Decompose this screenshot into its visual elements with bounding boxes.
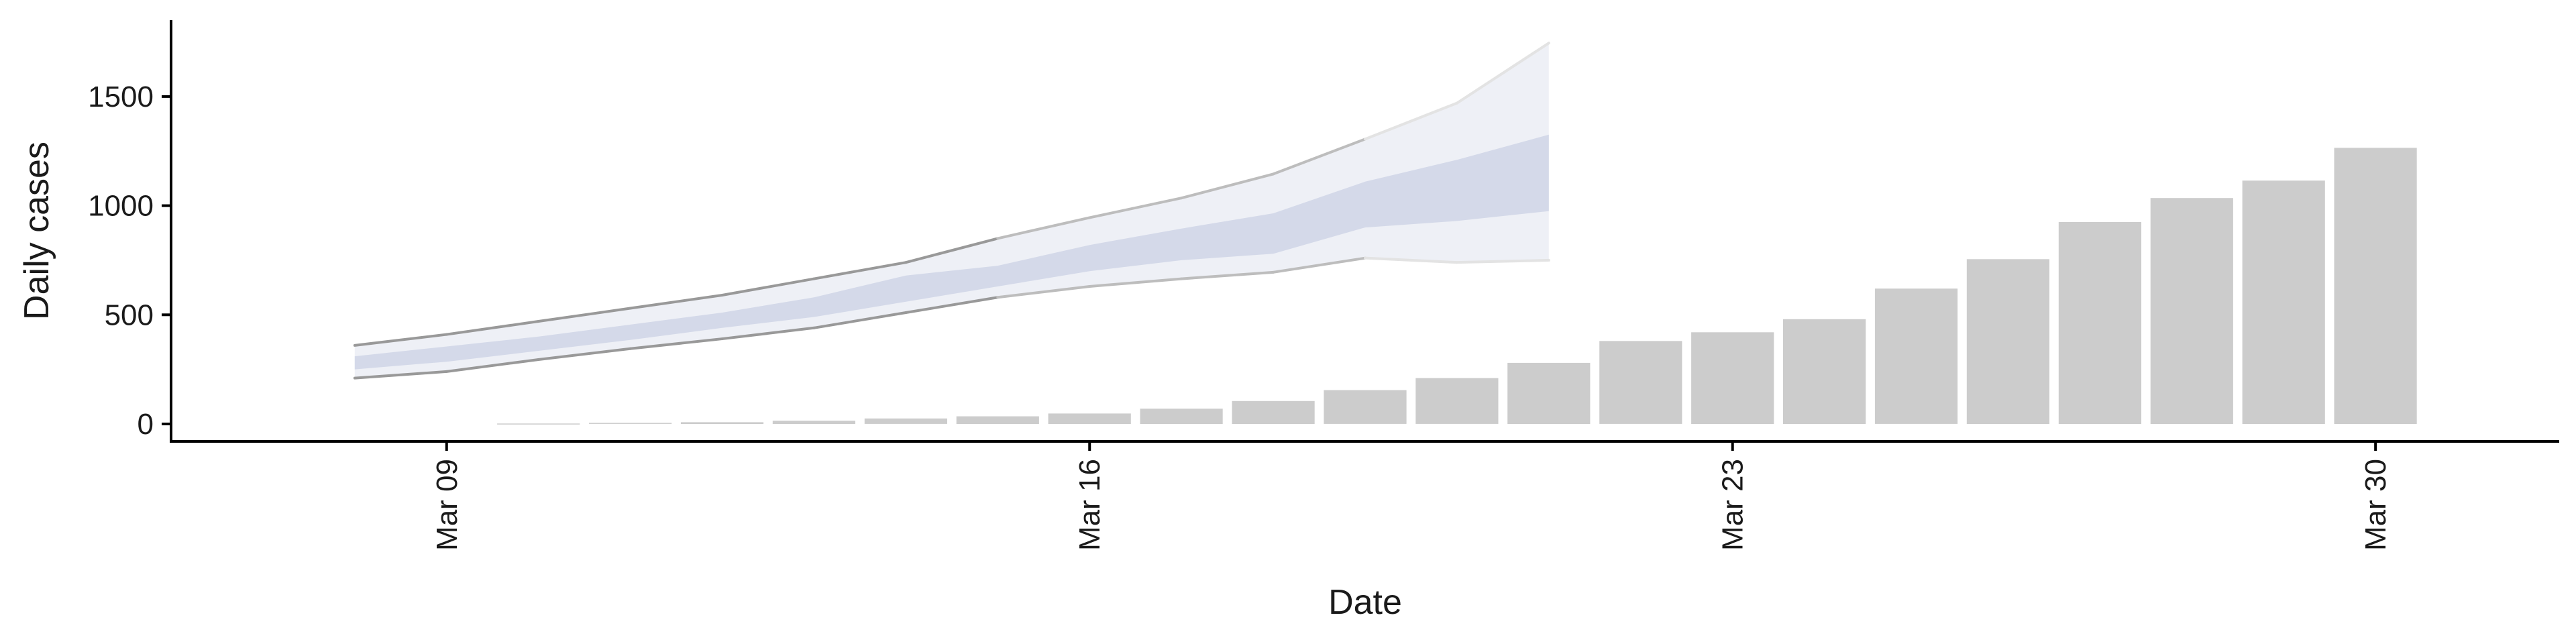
daily-cases-bar xyxy=(1599,341,1682,424)
upper-bound-line-segment xyxy=(812,261,908,280)
upper-bound-line-segment xyxy=(1364,101,1458,141)
upper-bound-line-segment xyxy=(720,277,816,297)
daily-cases-bar xyxy=(680,422,764,424)
x-tick-label: Mar 30 xyxy=(2359,459,2392,551)
daily-cases-bar xyxy=(1048,413,1131,424)
lower-bound-line-segment xyxy=(996,284,1091,299)
y-tick-label: 1000 xyxy=(88,190,154,223)
y-axis-title: Daily cases xyxy=(17,142,56,320)
daily-cases-bar xyxy=(1324,390,1407,424)
lower-bound-line-segment xyxy=(1272,256,1366,274)
lower-bound-line-segment xyxy=(353,370,448,380)
axes xyxy=(170,20,2559,443)
inner-interval-band xyxy=(354,134,1549,370)
daily-cases-bar xyxy=(1783,319,1866,424)
x-tick-label: Mar 09 xyxy=(431,459,464,551)
daily-cases-bar xyxy=(2150,198,2233,424)
daily-cases-bar xyxy=(2242,180,2325,424)
lower-bound-line-segment xyxy=(812,311,908,329)
daily-cases-bar xyxy=(1415,378,1499,424)
upper-bound-line-segment xyxy=(904,237,1000,264)
upper-bound-line-segment xyxy=(1180,172,1275,200)
upper-bound-line-segment xyxy=(353,333,448,347)
daily-cases-bar xyxy=(497,423,580,425)
daily-cases-bar xyxy=(772,421,855,424)
x-tick-label: Mar 23 xyxy=(1717,459,1750,551)
upper-bound-line-segment xyxy=(996,216,1091,240)
projection-ribbon xyxy=(353,42,1550,380)
daily-cases-bar xyxy=(1966,259,2049,424)
daily-cases-bar xyxy=(2334,148,2417,424)
upper-bound-line-segment xyxy=(629,293,724,310)
lower-bound-line-segment xyxy=(1455,258,1550,264)
upper-bound-line-segment xyxy=(445,320,540,336)
upper-bound-line-segment xyxy=(1455,42,1550,105)
x-axis-ticks: Mar 09 Mar 16 Mar 23 Mar 30 xyxy=(431,441,2392,551)
y-tick-label: 0 xyxy=(138,408,154,441)
y-tick-label: 500 xyxy=(105,299,154,331)
lower-bound-line-segment xyxy=(1088,277,1183,288)
daily-cases-bar xyxy=(864,418,947,424)
daily-cases-bar xyxy=(2058,222,2141,424)
lower-bound-line-segment xyxy=(445,358,540,373)
lower-bound-line-segment xyxy=(904,296,1000,315)
daily-cases-bar xyxy=(956,416,1039,424)
x-tick-label: Mar 16 xyxy=(1073,459,1106,551)
bar-series xyxy=(497,148,2417,425)
daily-cases-bar xyxy=(1507,362,1591,424)
upper-bound-line-segment xyxy=(537,307,632,323)
lower-bound-line-segment xyxy=(1180,270,1275,280)
daily-cases-bar xyxy=(1691,332,1774,424)
lower-bound-line-segment xyxy=(1364,256,1458,264)
upper-bound-line-segment xyxy=(1272,138,1366,176)
y-tick-label: 1500 xyxy=(88,80,154,113)
upper-bound-line-segment xyxy=(1088,197,1183,219)
daily-cases-bar xyxy=(1874,288,1958,424)
lower-bound-line-segment xyxy=(629,337,724,350)
daily-cases-bar xyxy=(589,423,672,424)
y-axis-ticks: 0 500 1000 1500 xyxy=(88,80,171,441)
daily-cases-bar xyxy=(1140,409,1223,424)
daily-cases-bar xyxy=(1232,400,1315,424)
x-axis-title: Date xyxy=(1328,583,1402,622)
lower-bound-line-segment xyxy=(720,326,816,341)
lower-bound-line-segment xyxy=(537,347,632,361)
